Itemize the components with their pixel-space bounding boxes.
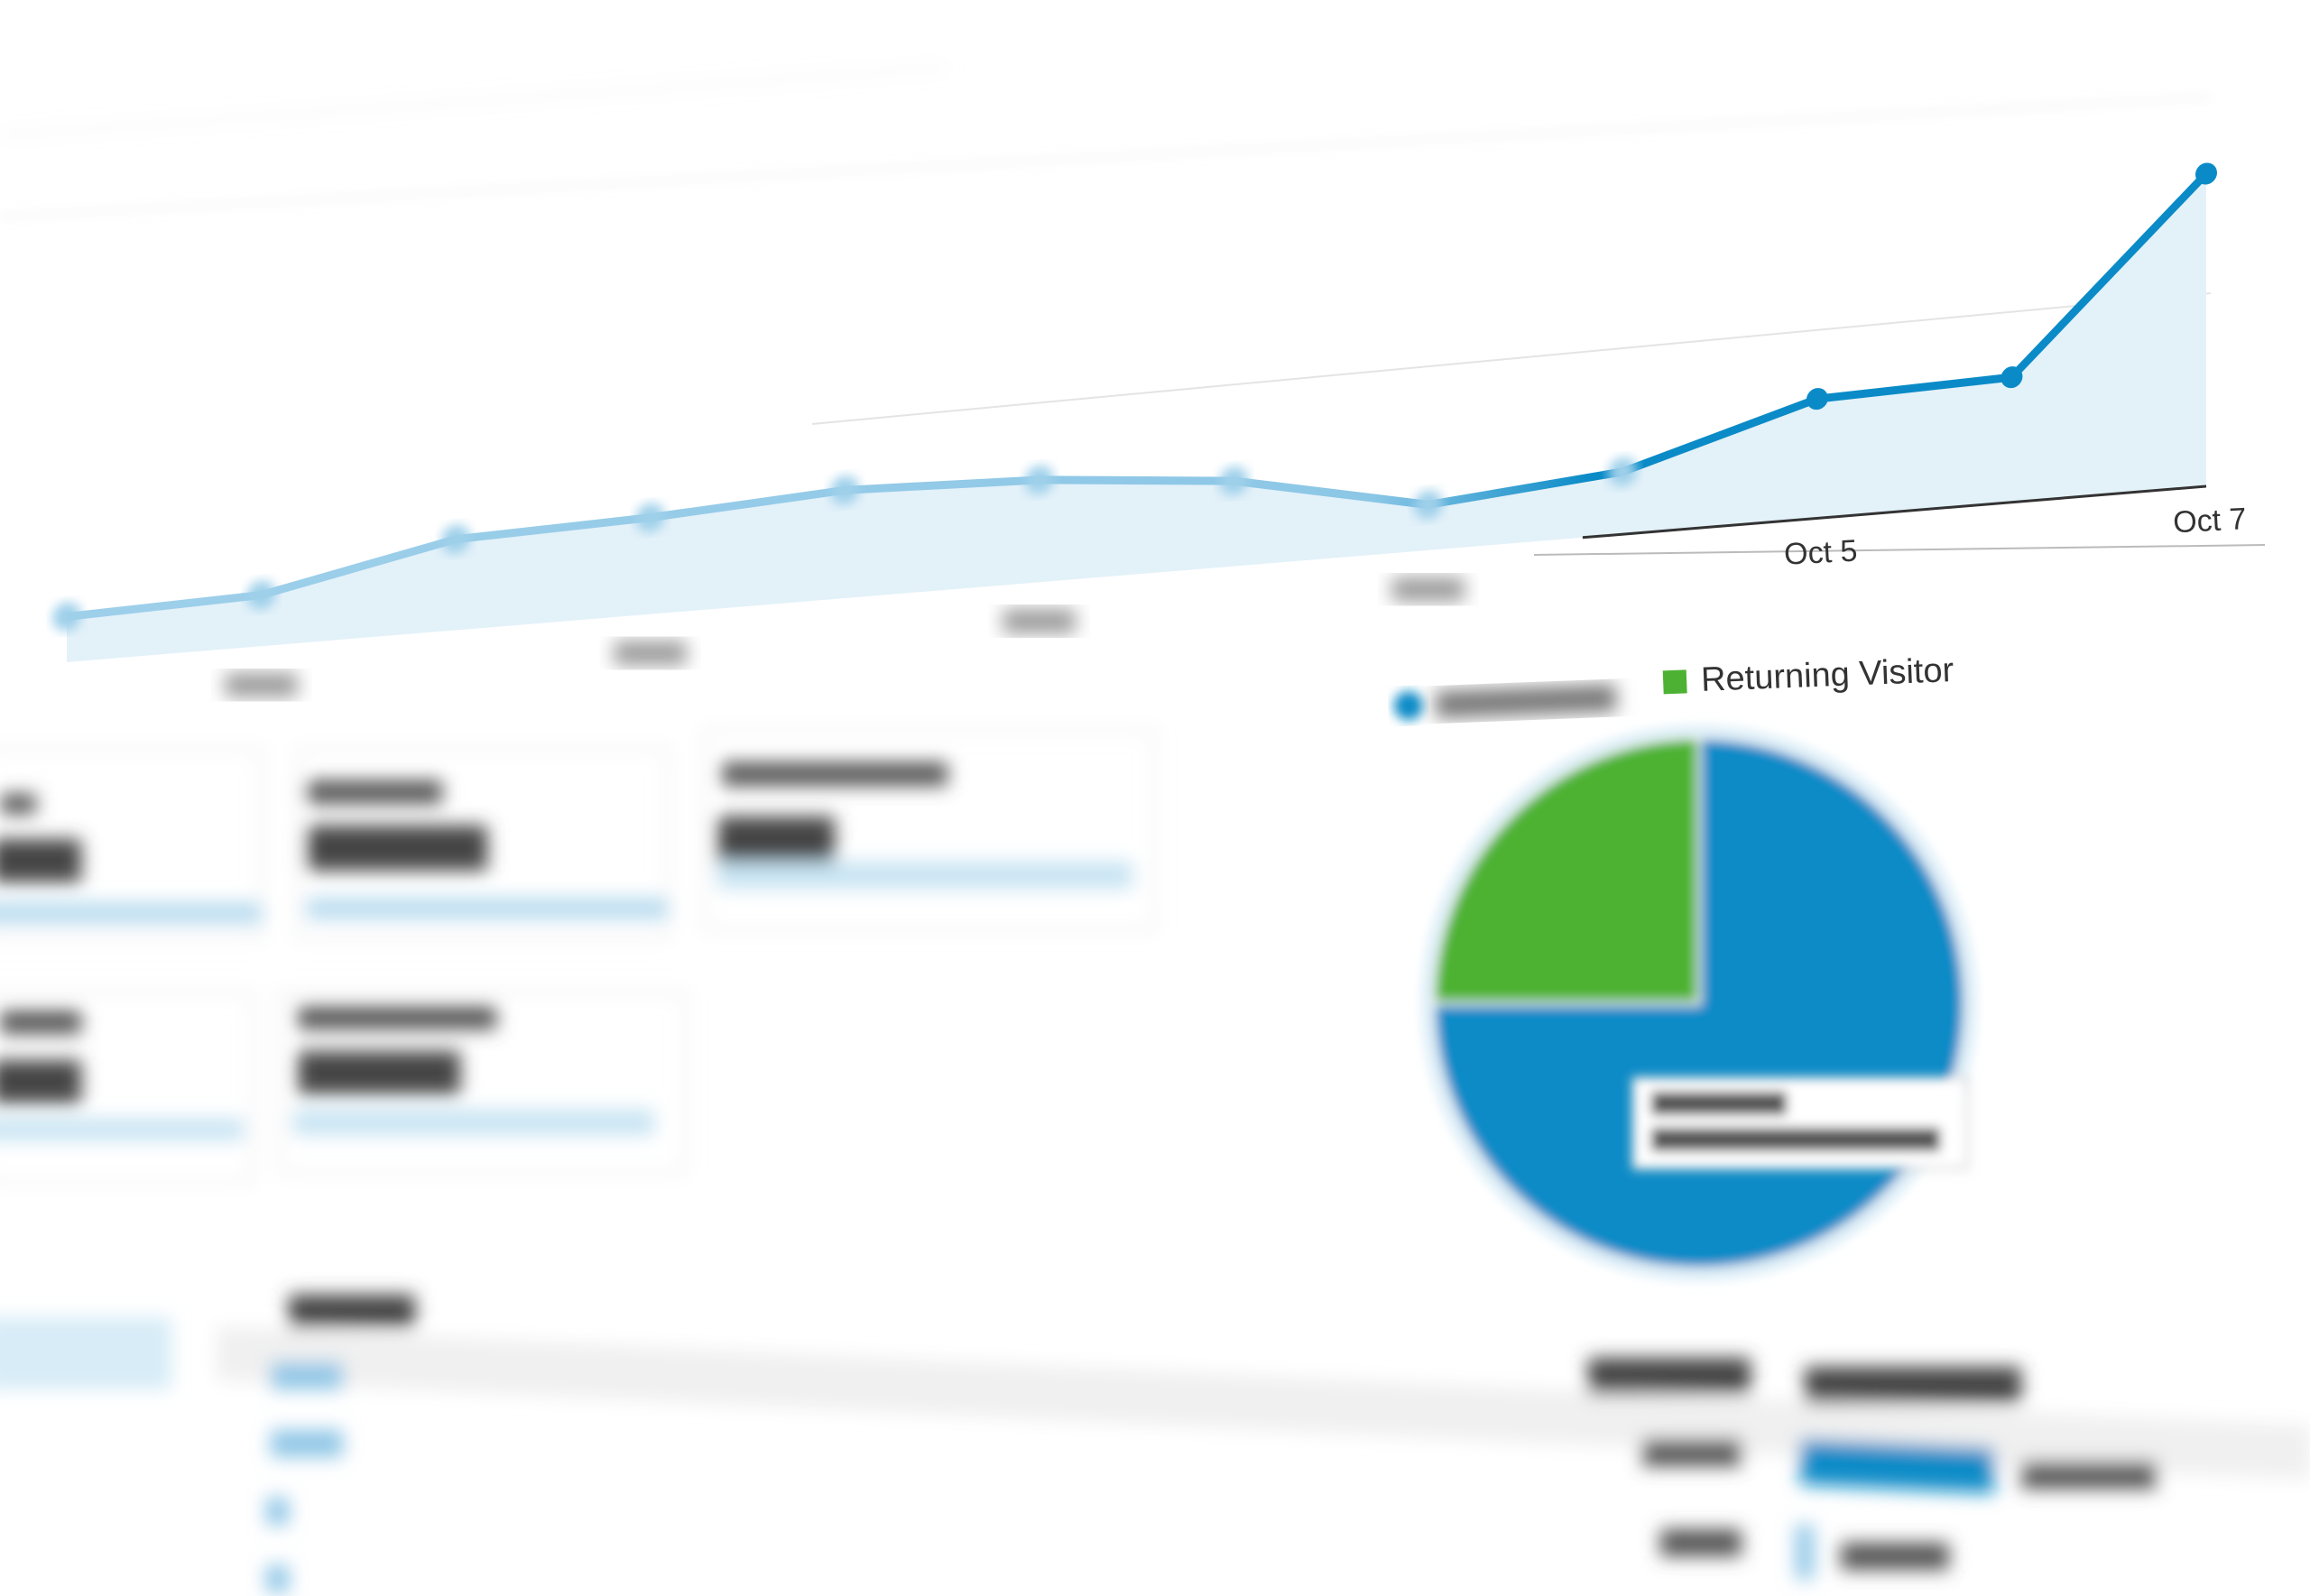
line (66, 171, 2210, 622)
card (0, 991, 254, 1184)
blurred-legend-text (1435, 684, 1617, 719)
blurred-tick-label (225, 673, 298, 697)
pie-tooltip (1631, 1076, 1969, 1170)
sparkline (293, 1110, 654, 1135)
card (702, 729, 1157, 931)
legend-marker (1394, 691, 1424, 721)
data-point (830, 475, 860, 505)
blurred-text (307, 780, 442, 804)
x-tick-label: Oct 7 (2172, 502, 2247, 540)
data-point (1806, 388, 1828, 411)
blurred-text (0, 839, 81, 882)
sparkline (0, 902, 262, 924)
blurred-bar (1800, 1439, 1994, 1493)
blurred-tick-label (1003, 609, 1076, 633)
blurred-header (1805, 1367, 2021, 1403)
blurred-text (307, 826, 487, 871)
data-point (2000, 366, 2023, 389)
blurred-text (0, 1010, 81, 1034)
data-point (1219, 466, 1249, 496)
card (0, 747, 263, 940)
card (278, 991, 688, 1175)
blurred-link (271, 1430, 343, 1457)
blurred-text (298, 1051, 460, 1094)
x-axis (1582, 484, 2206, 540)
blurred-bar (1796, 1525, 1814, 1579)
blurred-text (717, 816, 835, 862)
search-box (0, 1317, 171, 1389)
blurred-text (0, 1060, 81, 1103)
data-point (441, 524, 471, 554)
data-table (0, 1295, 2310, 1592)
data-point (635, 503, 665, 532)
data-point (2195, 162, 2217, 185)
metric-cards (0, 729, 1157, 1184)
blurred-text (2021, 1462, 2157, 1489)
blurred-text (1841, 1543, 1949, 1570)
blurred-link (271, 1362, 343, 1389)
pie-slice (1430, 734, 1701, 1005)
table-header-band (217, 1326, 2310, 1480)
blurred-link (266, 1498, 289, 1525)
data-point (246, 580, 276, 610)
blurred-text (0, 794, 36, 814)
pie-chart (1422, 726, 1976, 1280)
grid-line (0, 97, 2212, 217)
blurred-text (1651, 1092, 1787, 1115)
data-point (52, 602, 81, 632)
blurred-text (1651, 1128, 1940, 1151)
blurred-tick-label (1391, 577, 1465, 602)
axis-shadow (1533, 544, 2266, 556)
sparkline (0, 1119, 244, 1140)
blurred-tick-label (614, 641, 687, 665)
grid-line (811, 292, 2212, 425)
area (67, 173, 2206, 662)
sparkline (307, 898, 668, 919)
blurred-text (298, 1006, 496, 1029)
line-chart (52, 162, 2217, 662)
blurred-text (1642, 1439, 1742, 1466)
data-point (1413, 490, 1443, 520)
sparkline (717, 862, 1132, 889)
blurred-text (722, 762, 947, 786)
grid (0, 67, 2212, 425)
data-point (1608, 457, 1638, 486)
blurred-link (266, 1565, 289, 1592)
pie-legend: Returning Visitor (1394, 651, 1954, 721)
legend-marker (1662, 669, 1687, 695)
blurred-text (1660, 1529, 1742, 1556)
blurred-header (289, 1295, 415, 1327)
grid-line (0, 67, 948, 136)
x-tick-label: Oct 5 (1783, 534, 1858, 572)
data-point (1024, 465, 1054, 494)
card (296, 747, 670, 940)
blurred-header (1588, 1358, 1751, 1394)
